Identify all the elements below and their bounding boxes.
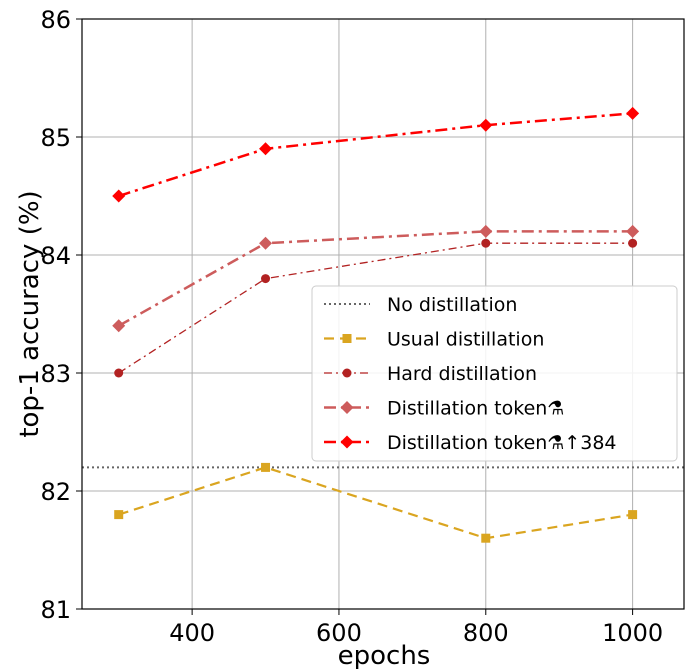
y-tick-label: 86 — [40, 6, 71, 34]
y-axis-label: top-1 accuracy (%) — [15, 190, 45, 437]
data-point — [481, 238, 491, 248]
legend-entry: Distillation token⚗↑384 — [324, 432, 617, 454]
data-point — [114, 510, 124, 520]
y-tick-label: 83 — [40, 360, 71, 388]
plot-frame — [81, 18, 685, 610]
data-point — [112, 319, 126, 333]
y-tick-label: 84 — [40, 242, 71, 270]
data-point — [114, 368, 124, 378]
legend-marker — [340, 401, 354, 414]
series-line — [118, 466, 633, 540]
x-tick-label: 1000 — [602, 619, 663, 647]
legend-box — [311, 285, 678, 462]
series-2 — [112, 224, 640, 333]
data-point — [481, 533, 491, 543]
y-tick-label: 81 — [40, 596, 71, 624]
data-point — [112, 189, 126, 203]
data-point — [626, 106, 640, 120]
data-point — [479, 118, 493, 132]
x-tick-label: 400 — [169, 619, 215, 647]
data-point — [628, 238, 638, 248]
legend-entry: Distillation token⚗ — [324, 398, 564, 420]
y-tick-label: 85 — [40, 124, 71, 152]
data-point — [259, 142, 273, 156]
legend-label: Distillation token⚗↑384 — [387, 432, 617, 454]
x-axis-label: epochs — [338, 641, 431, 669]
data-point — [259, 236, 273, 250]
series-line — [118, 112, 633, 198]
legend-label: Hard distillation — [387, 363, 537, 385]
legend-label: Usual distillation — [387, 329, 544, 351]
series-1 — [114, 238, 638, 378]
y-tick-label: 82 — [40, 478, 71, 506]
series-line — [118, 230, 633, 327]
legend-entry: Hard distillation — [324, 363, 537, 385]
legend-entry: Usual distillation — [324, 329, 544, 351]
data-point — [628, 510, 638, 520]
legend-label: No distillation — [387, 294, 517, 316]
data-point — [261, 274, 271, 284]
legend: No distillation Usual distillation Hard di… — [311, 285, 678, 462]
legend-marker — [340, 435, 354, 449]
legend-label: Distillation token⚗ — [387, 398, 564, 420]
data-point — [261, 462, 271, 472]
plot-series — [82, 106, 684, 543]
series-3 — [112, 106, 640, 203]
data-point — [626, 224, 640, 238]
data-point — [479, 224, 493, 238]
series-0 — [114, 462, 638, 543]
series-line — [118, 242, 633, 374]
x-tick-label: 800 — [463, 619, 509, 647]
x-tick-label: 600 — [316, 619, 362, 647]
legend-entry: No distillation — [324, 294, 517, 316]
legend-marker — [342, 368, 352, 378]
axis-ticks: 400 600 800 1000 81 82 83 84 85 86 — [40, 6, 663, 647]
legend-marker — [342, 334, 352, 343]
